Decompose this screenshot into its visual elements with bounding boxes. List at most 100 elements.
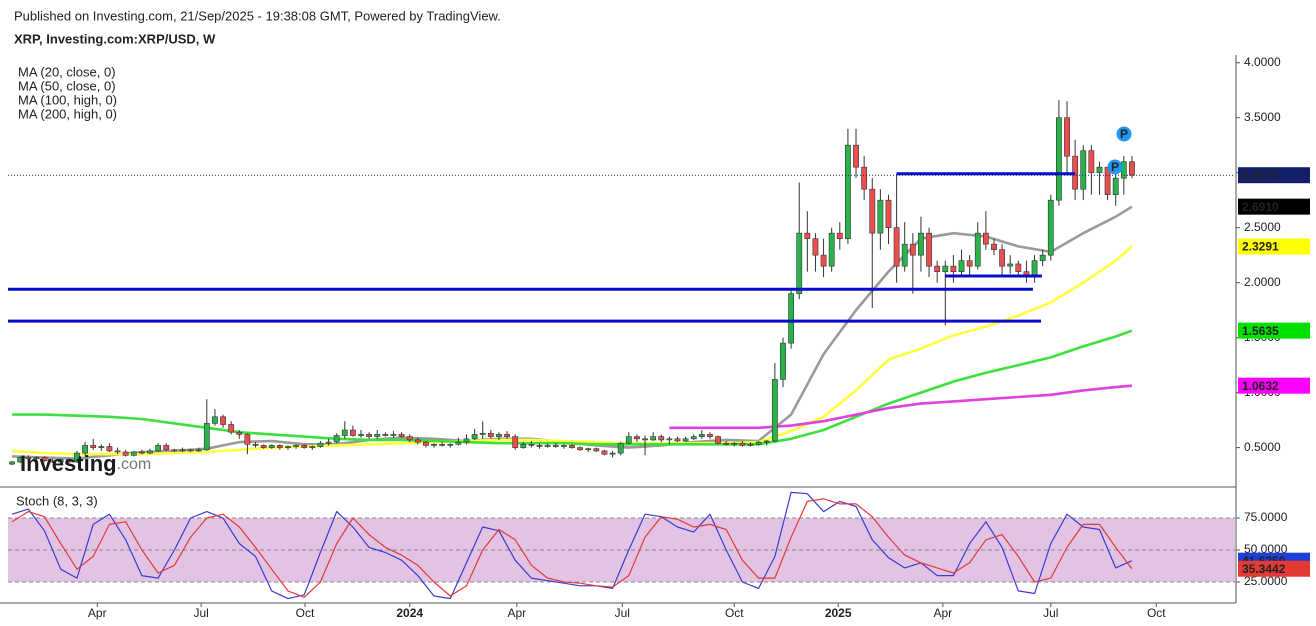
candle-body bbox=[122, 451, 129, 456]
price-tag-label: 1.0632 bbox=[1242, 379, 1279, 393]
candle-body bbox=[349, 429, 356, 436]
price-tag bbox=[1238, 167, 1310, 184]
candle-body bbox=[552, 445, 559, 447]
candle-body bbox=[966, 260, 973, 267]
price-tag-label: 35.3442 bbox=[1242, 562, 1286, 576]
candle-body bbox=[755, 441, 762, 445]
candle-body bbox=[1112, 177, 1119, 195]
candle-body bbox=[926, 232, 932, 267]
candle-body bbox=[471, 434, 478, 440]
candle-body bbox=[877, 199, 884, 234]
candle-body bbox=[836, 232, 843, 239]
candle-body bbox=[1015, 263, 1022, 272]
candle-body bbox=[187, 449, 194, 452]
x-tick-label: Jul bbox=[615, 606, 630, 620]
candle-body bbox=[139, 451, 145, 454]
series-line bbox=[12, 245, 1133, 456]
candle-body bbox=[1129, 161, 1135, 176]
candle-body bbox=[293, 445, 299, 447]
series-line bbox=[11, 491, 1133, 600]
candle-body bbox=[236, 431, 243, 435]
candle-body bbox=[268, 445, 275, 448]
candle-body bbox=[212, 416, 218, 424]
stoch-title: Stoch (8, 3, 3) bbox=[16, 493, 98, 508]
series-line bbox=[669, 384, 1133, 430]
x-tick-label: Oct bbox=[725, 606, 744, 620]
candle-body bbox=[569, 445, 575, 448]
symbol-title: XRP, Investing.com:XRP/USD, W bbox=[14, 31, 216, 46]
candle-body bbox=[893, 227, 900, 267]
candle-body bbox=[496, 434, 502, 437]
candle-body bbox=[544, 445, 551, 447]
candle-body bbox=[25, 457, 32, 459]
candle-body bbox=[447, 444, 454, 446]
candle-body bbox=[731, 442, 738, 445]
candle-body bbox=[195, 449, 202, 452]
price-tag-label: 1.5635 bbox=[1242, 324, 1279, 338]
price-tag bbox=[1238, 377, 1310, 394]
plot-layer: Apr Jul Oct 2024 Apr Jul Oct 2025 Apr Jul Oct 0.500… bbox=[8, 55, 1310, 620]
candle-body bbox=[520, 444, 527, 448]
candle-body bbox=[49, 460, 56, 463]
candle-body bbox=[147, 450, 153, 454]
candle-body bbox=[796, 232, 803, 294]
candle-body bbox=[228, 424, 235, 433]
candle-body bbox=[560, 445, 567, 447]
candle-body bbox=[585, 448, 592, 451]
candle-body bbox=[723, 442, 730, 445]
candle-body bbox=[698, 434, 705, 437]
candle-body bbox=[901, 243, 908, 267]
candle-body bbox=[82, 445, 88, 454]
candle-body bbox=[747, 444, 754, 446]
y-tick-label: 50.0000 bbox=[1244, 542, 1288, 556]
price-tag bbox=[1238, 238, 1310, 255]
candle-body bbox=[309, 446, 316, 448]
y-tick-label: 75.0000 bbox=[1244, 510, 1288, 524]
candle-body bbox=[1064, 117, 1070, 157]
candle-body bbox=[130, 451, 137, 456]
candle-body bbox=[918, 232, 924, 256]
candle-body bbox=[820, 254, 827, 267]
candle-body bbox=[179, 449, 186, 452]
price-tag bbox=[1238, 198, 1310, 215]
marker-label: P bbox=[1111, 160, 1119, 174]
price-tag-label: 2.9770 bbox=[1242, 168, 1279, 182]
x-tick-label: Apr bbox=[934, 606, 953, 620]
candle-body bbox=[1096, 166, 1103, 173]
candle-body bbox=[98, 446, 105, 448]
legend-entry: MA (20, close, 0) bbox=[18, 64, 116, 79]
candle-body bbox=[853, 144, 859, 168]
candle-body bbox=[479, 433, 486, 435]
candle-body bbox=[512, 436, 519, 448]
candle-body bbox=[301, 445, 308, 448]
legend-entry: MA (200, high, 0) bbox=[18, 106, 117, 121]
candle-body bbox=[1120, 161, 1127, 179]
candle-body bbox=[423, 441, 429, 446]
candle-body bbox=[285, 446, 291, 448]
x-tick-label: Jul bbox=[1043, 606, 1058, 620]
candle-body bbox=[845, 144, 851, 239]
candle-body bbox=[593, 448, 600, 452]
candle-body bbox=[885, 199, 892, 228]
candle-body bbox=[739, 442, 746, 446]
price-tag bbox=[1238, 322, 1310, 339]
y-tick-label: 2.0000 bbox=[1244, 275, 1281, 289]
legend-entry: MA (50, close, 0) bbox=[18, 78, 116, 93]
candle-body bbox=[617, 442, 624, 454]
x-tick-label: Apr bbox=[88, 606, 107, 620]
candle-body bbox=[487, 433, 494, 437]
candle-body bbox=[950, 265, 957, 272]
candle-body bbox=[114, 450, 121, 453]
marker-icon bbox=[1107, 159, 1123, 175]
candle-body bbox=[625, 436, 632, 444]
candle-body bbox=[504, 434, 510, 437]
candle-body bbox=[780, 342, 786, 380]
candle-body bbox=[341, 429, 348, 436]
candle-body bbox=[658, 436, 665, 441]
series-line bbox=[12, 329, 1133, 446]
candle-body bbox=[682, 438, 689, 442]
price-tag-label: 2.6910 bbox=[1242, 200, 1279, 214]
candle-body bbox=[366, 434, 373, 437]
candle-body bbox=[276, 445, 283, 448]
